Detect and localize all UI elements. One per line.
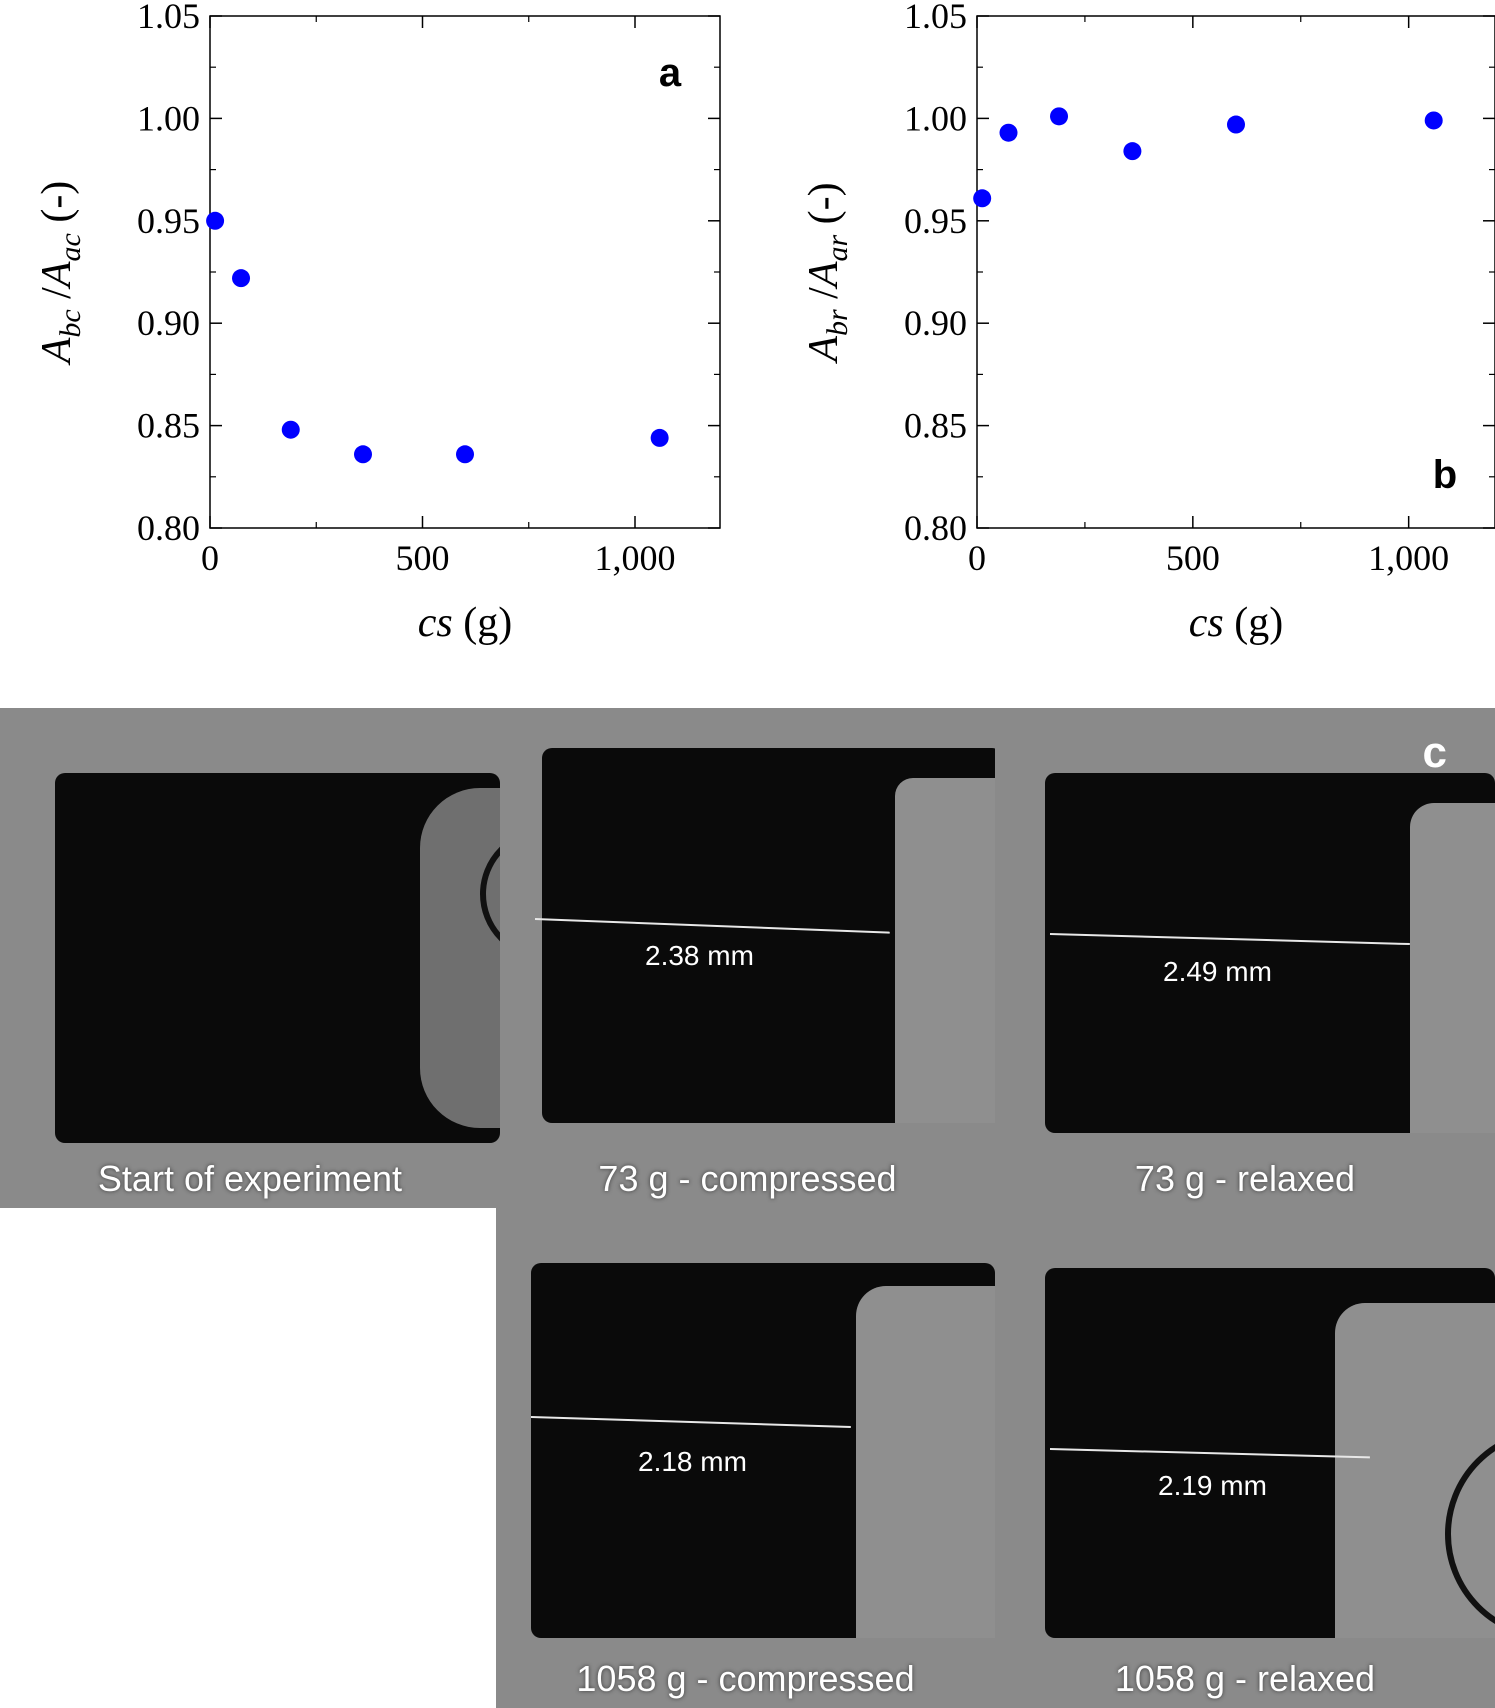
photo-caption: 73 g - compressed [598, 1158, 897, 1199]
sample-compressed-region [895, 778, 995, 1123]
x-tick-label: 500 [396, 538, 450, 578]
data-point [281, 420, 300, 439]
data-point [1050, 107, 1069, 126]
y-tick-label: 0.95 [904, 201, 967, 241]
data-point [206, 211, 225, 230]
x-tick-label: 1,000 [595, 538, 676, 578]
photo-73g-relaxed: 2.49 mm 73 g - relaxed c [995, 708, 1495, 1208]
photo-caption: 73 g - relaxed [1134, 1158, 1356, 1199]
data-point [354, 445, 372, 464]
y-tick-label: 1.00 [904, 98, 967, 138]
x-axis-label: cs (g) [418, 600, 512, 646]
measurement-label: 2.38 mm [645, 940, 754, 971]
panel-letter: a [659, 51, 682, 95]
plot-frame [976, 15, 1495, 529]
photo-start: Start of experiment [0, 708, 500, 1208]
x-tick-label: 1,000 [1368, 538, 1449, 578]
photo-73g-compressed: 2.38 mm 73 g - compressed [500, 708, 995, 1208]
photo-caption: 1058 g - compressed [576, 1658, 915, 1699]
y-tick-label: 0.90 [904, 303, 967, 343]
measurement-label: 2.49 mm [1163, 956, 1272, 987]
panel-label-c: c [1422, 728, 1447, 777]
chart-b: 0.80 0.85 0.90 0.95 1.00 1.05 0 500 1,000 cs (g) A… [801, 0, 1495, 646]
x-tick-label: 500 [1166, 538, 1220, 578]
y-tick-label: 1.05 [904, 0, 967, 36]
sample-edge-region [420, 788, 500, 1128]
data-point [973, 189, 992, 208]
measurement-label: 2.19 mm [1158, 1470, 1267, 1501]
x-tick-label: 0 [201, 538, 219, 578]
photo-caption: 1058 g - relaxed [1114, 1658, 1376, 1699]
sample-compressed-region [856, 1286, 995, 1638]
data-point [1123, 142, 1142, 161]
data-point [999, 123, 1018, 142]
y-tick-label: 0.85 [137, 406, 200, 446]
panel-letter: b [1433, 453, 1457, 497]
x-axis-label: cs (g) [1189, 600, 1283, 646]
x-tick-label: 0 [968, 538, 986, 578]
data-point [1424, 111, 1443, 130]
y-tick-label: 1.00 [137, 98, 200, 138]
data-point [650, 428, 669, 447]
y-tick-label: 1.05 [137, 0, 200, 36]
y-tick-label: 0.80 [904, 508, 967, 548]
data-point [232, 269, 251, 288]
photo-caption: Start of experiment [97, 1158, 403, 1199]
data-point [456, 445, 474, 464]
y-tick-label: 0.80 [137, 508, 200, 548]
y-tick-label: 0.95 [137, 201, 200, 241]
y-axis-label: Abr /Aar (-) [801, 182, 854, 364]
photo-1058g-relaxed: 2.19 mm 1058 g - relaxed [995, 1208, 1495, 1708]
chart-a: 0.80 0.85 0.90 0.95 1.00 1.05 0 500 1,000 cs (g) A… [34, 0, 721, 646]
y-tick-label: 0.90 [137, 303, 200, 343]
photo-1058g-compressed: 2.18 mm 1058 g - compressed [496, 1208, 995, 1708]
data-point [1227, 115, 1245, 134]
sample-relaxed-region [1410, 803, 1495, 1133]
y-axis-label: Abc /Aac (-) [34, 181, 87, 367]
measurement-label: 2.18 mm [638, 1446, 747, 1477]
y-tick-label: 0.85 [904, 406, 967, 446]
